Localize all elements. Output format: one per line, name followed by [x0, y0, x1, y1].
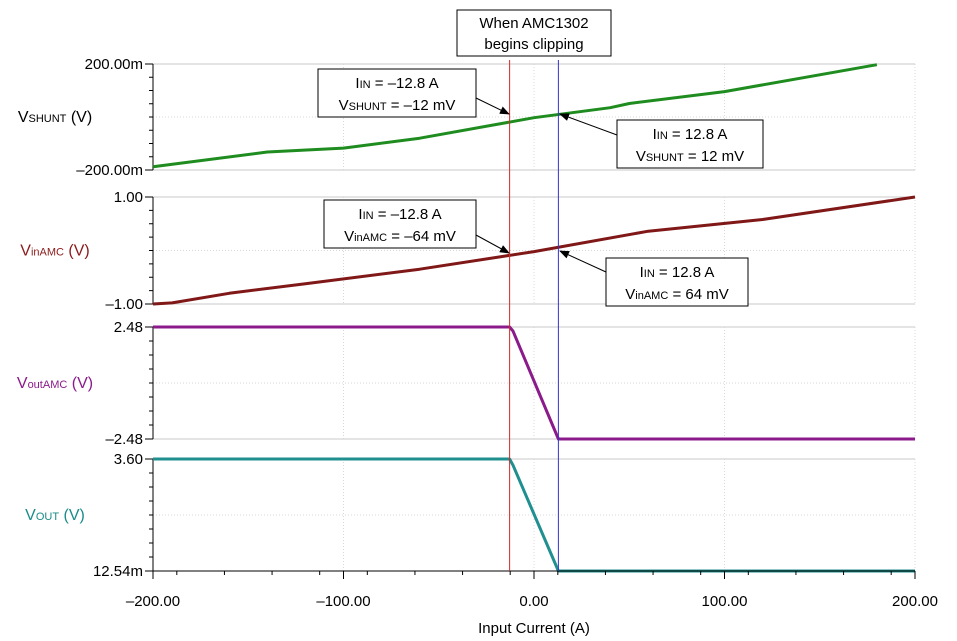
panel-1-ylabel: VinAMC (V)	[20, 243, 89, 260]
panel-1-annotation-1-arrow	[559, 250, 607, 273]
x-tick-label-1: –100.00	[316, 593, 370, 610]
panel-1-annotation-0-arrow	[475, 234, 510, 254]
panel-3-ytick-bottom-label: 12.54m	[93, 563, 143, 580]
panel-0-annotation-1-arrow	[559, 113, 618, 136]
callout-line2: begins clipping	[484, 36, 583, 53]
x-tick-label-3: 100.00	[702, 593, 748, 610]
callout-line1: When AMC1302	[479, 15, 588, 32]
panel-3-ytick-top-label: 3.60	[114, 451, 143, 468]
panel-2-ylabel: VoutAMC (V)	[17, 375, 93, 392]
panel-0-annotation-0-line1: IIN = –12.8 A	[355, 75, 438, 92]
panel-3-ylabel: VOUT (V)	[25, 507, 85, 524]
panel-1-annotation-1-line1: IIN = 12.8 A	[640, 264, 715, 281]
panel-1-ytick-bottom-label: –1.00	[105, 296, 143, 313]
panel-1-ytick-top-label: 1.00	[114, 189, 143, 206]
panel-1-annotation-0-box	[323, 199, 477, 249]
panel-0-annotation-0-line2: VSHUNT = –12 mV	[339, 97, 456, 114]
panel-2-ytick-bottom-label: –2.48	[105, 431, 143, 448]
panel-0-annotation-0-arrow	[475, 97, 510, 115]
panel-0-annotation-0-box	[317, 68, 477, 118]
panel-0-annotation-1-line1: IIN = 12.8 A	[653, 126, 728, 143]
panel-0-ytick-top-label: 200.00m	[85, 56, 143, 73]
panel-1-annotation-0-line1: IIN = –12.8 A	[358, 206, 441, 223]
panel-1-series-line	[152, 195, 916, 306]
panel-1-annotation-1-line2: VinAMC = 64 mV	[625, 286, 728, 303]
panel-0-ytick-bottom-label: –200.00m	[76, 162, 143, 179]
panel-1-annotation-0-line2: VinAMC = –64 mV	[344, 228, 456, 245]
panel-2-series-line	[153, 325, 915, 441]
panel-0-series-line	[152, 63, 878, 169]
panel-0-ylabel: VSHUNT (V)	[18, 109, 92, 126]
x-tick-label-4: 200.00	[892, 593, 938, 610]
x-axis-label: Input Current (A)	[478, 620, 590, 637]
x-tick-label-0: –200.00	[126, 593, 180, 610]
panel-0-annotation-1-box	[616, 119, 764, 169]
panel-2-ytick-top-label: 2.48	[114, 319, 143, 336]
x-tick-label-2: 0.00	[519, 593, 548, 610]
panel-1-annotation-1-box	[605, 257, 749, 307]
callout-box	[456, 9, 612, 57]
panel-0-annotation-1-line2: VSHUNT = 12 mV	[636, 148, 744, 165]
